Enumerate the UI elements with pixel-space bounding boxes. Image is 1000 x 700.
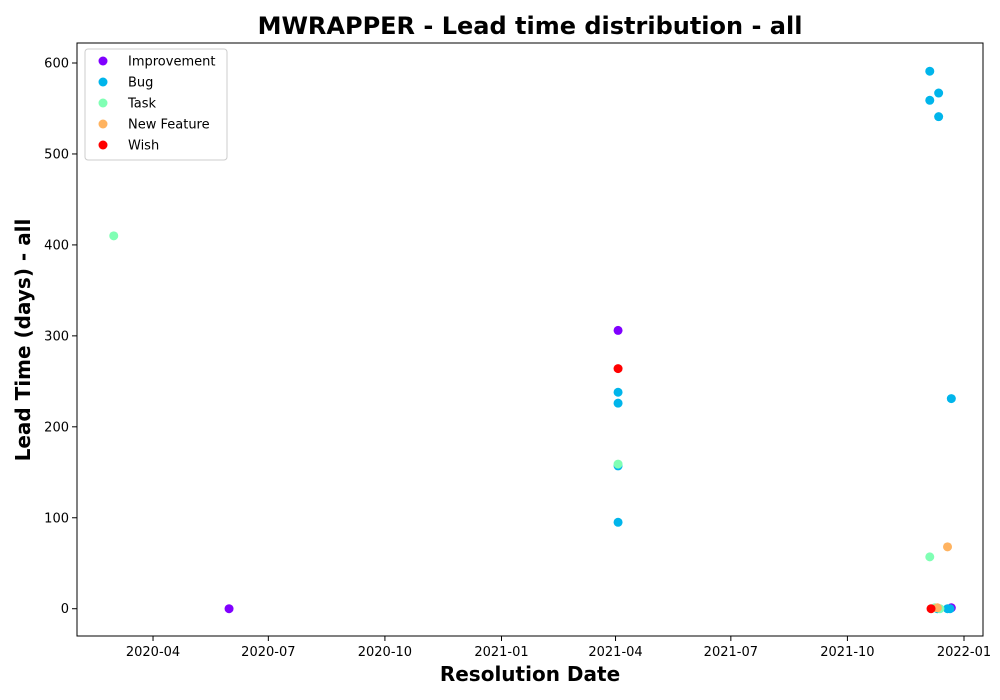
series-new-feature — [932, 542, 953, 613]
legend-marker — [98, 77, 108, 87]
legend-label: Task — [127, 97, 157, 112]
data-point — [926, 604, 936, 614]
data-point — [613, 459, 623, 469]
data-point — [925, 552, 935, 562]
x-tick-label: 2021-04 — [588, 645, 642, 660]
data-point — [613, 387, 623, 397]
axes-frame — [76, 42, 984, 637]
y-tick-label: 0 — [61, 602, 69, 617]
y-tick-label: 500 — [44, 147, 69, 162]
x-tick-label: 2021-10 — [820, 645, 874, 660]
legend-label: New Feature — [128, 118, 210, 133]
series-bug — [613, 66, 956, 614]
legend-box — [84, 48, 228, 161]
data-point — [109, 231, 119, 241]
data-point — [934, 112, 944, 122]
data-point — [613, 517, 623, 527]
y-tick-label: 100 — [44, 511, 69, 526]
data-point — [943, 542, 953, 552]
x-tick-label: 2021-07 — [704, 645, 758, 660]
x-tick-label: 2022-01 — [937, 645, 991, 660]
plot-area: 2020-04 2020-07 2020-10 2021-01 2021-04 2021-… — [44, 42, 991, 660]
data-point — [613, 398, 623, 408]
legend-marker — [98, 56, 108, 66]
legend-marker — [98, 140, 108, 150]
x-tick-label: 2020-07 — [241, 645, 295, 660]
series-task — [109, 231, 945, 614]
data-point — [925, 95, 935, 105]
data-point — [945, 604, 955, 614]
chart-title: MWRAPPER - Lead time distribution - all — [258, 12, 803, 40]
y-axis-label: Lead Time (days) - all — [11, 219, 35, 462]
y-tick-label: 400 — [44, 238, 69, 253]
x-axis-label: Resolution Date — [440, 662, 620, 686]
legend: Improvement Bug Task New Feature Wish — [84, 48, 228, 161]
x-tick-label: 2020-04 — [126, 645, 180, 660]
data-point — [224, 604, 234, 614]
series-wish — [613, 364, 936, 614]
data-point — [613, 364, 623, 374]
y-tick-label: 600 — [44, 57, 69, 72]
data-point — [946, 394, 956, 404]
data-point — [934, 88, 944, 98]
legend-label: Improvement — [128, 55, 215, 70]
legend-marker — [98, 98, 108, 108]
legend-label: Wish — [128, 139, 159, 154]
series-improvement — [224, 325, 956, 614]
data-point — [925, 66, 935, 76]
y-tick-label: 300 — [44, 329, 69, 344]
legend-marker — [98, 119, 108, 129]
x-tick-label: 2020-10 — [358, 645, 412, 660]
data-point — [613, 325, 623, 335]
x-tick-label: 2021-01 — [474, 645, 528, 660]
y-tick-label: 200 — [44, 420, 69, 435]
legend-label: Bug — [128, 76, 153, 91]
